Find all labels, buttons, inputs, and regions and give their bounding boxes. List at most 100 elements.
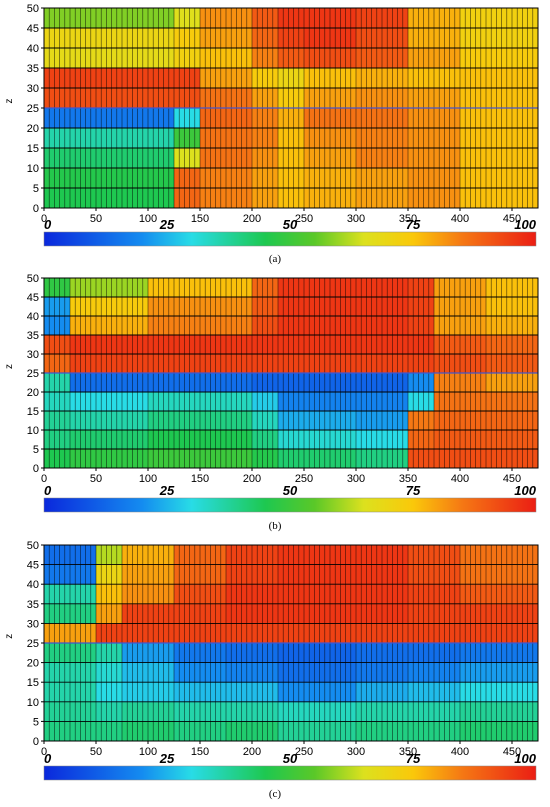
heatmap-cell [278,148,305,169]
y-tick-label: 10 [27,697,39,709]
heatmap-cell [44,430,71,450]
heatmap-cell [96,701,123,722]
heatmap-cell [96,584,123,605]
panel-caption: (c) [269,788,282,800]
y-tick-label: 10 [27,163,39,175]
heatmap-cell [278,335,357,355]
heatmap-cell [174,8,201,29]
heatmap-cell [44,108,175,129]
x-tick-label: 400 [451,746,469,758]
heatmap-cell [408,411,435,431]
heatmap-cell [278,623,357,644]
heatmap-cell [460,701,539,722]
x-tick-label: 350 [399,473,417,485]
x-tick-label: 300 [347,473,365,485]
heatmap-cell [252,28,279,49]
x-tick-label: 450 [503,473,521,485]
heatmap-cell [278,28,305,49]
y-axis-label: z [4,634,15,639]
heatmap-cell [460,545,539,565]
colorbar-tick-label: 25 [159,751,175,766]
heatmap-cell [96,623,123,644]
colorbar-tick-label: 0 [44,751,52,766]
colorbar-tick-label: 0 [44,217,52,232]
heatmap-cell [174,28,201,49]
heatmap-cell [408,392,435,412]
x-tick-label: 0 [41,213,47,225]
x-tick-label: 350 [399,746,417,758]
heatmap-cell [460,108,539,129]
heatmap-cell [44,278,71,298]
heatmap-cell [460,623,539,644]
y-tick-label: 40 [27,311,39,323]
panel-caption: (a) [269,253,282,265]
heatmap-cell [252,8,279,29]
colorbar: 0 25 50 75 100 [43,483,537,513]
heatmap-cell [70,392,149,412]
x-tick-label: 50 [90,473,102,485]
heatmap-cell [174,88,201,109]
heatmap-cell [278,584,357,605]
colorbar-tick-label: 0 [44,483,52,498]
heatmap-cell [96,682,123,703]
colorbar-gradient [43,231,537,247]
heatmap-cell [460,188,539,209]
heatmap-cell [252,88,279,109]
heatmap-cell [252,148,279,169]
heatmap-cell [278,68,305,89]
heatmap-cell [460,148,539,169]
heatmap-cell [460,8,539,29]
y-tick-label: 15 [27,406,39,418]
heatmap-cell [278,682,357,703]
heatmap-cell [460,721,539,742]
heatmap-cell [252,392,279,412]
x-tick-label: 300 [347,746,365,758]
x-tick-label: 50 [90,746,102,758]
heatmap-cell [96,603,123,624]
y-tick-label: 40 [27,43,39,55]
heatmap-cell [44,297,71,317]
x-tick-label: 100 [139,213,157,225]
heatmap-cell [278,701,357,722]
heatmap-cell [70,335,149,355]
x-tick-label: 450 [503,213,521,225]
heatmap-cell [44,411,71,431]
heatmap-cell [44,68,175,89]
heatmap-cell [174,108,201,129]
colorbar-tick-label: 75 [406,751,421,766]
heatmap-cell [278,128,305,149]
heatmap-cell [44,28,175,49]
colorbar-tick-label: 25 [159,217,175,232]
y-tick-label: 30 [27,349,39,361]
heatmap-cell [408,335,435,355]
heatmap-cell [44,8,175,29]
heatmap-cell [460,48,539,69]
x-tick-label: 450 [503,746,521,758]
x-tick-label: 250 [295,473,313,485]
heatmap-cell [278,108,305,129]
heatmap-cell [44,88,175,109]
x-tick-label: 0 [41,473,47,485]
heatmap-cell [70,411,149,431]
heatmap-cell [278,603,357,624]
heatmap-cell [460,603,539,624]
y-tick-label: 20 [27,387,39,399]
heatmap-cell [174,128,201,149]
heatmap-cell [460,168,539,189]
heatmap-cell [44,392,71,412]
y-tick-label: 0 [33,736,39,748]
colorbar: 0 25 50 75 100 [43,751,537,781]
heatmap-cell [460,662,539,683]
heatmap-cell [278,168,305,189]
y-tick-label: 45 [27,23,39,35]
heatmap-cell [408,278,435,298]
heatmap-cell [278,449,357,469]
y-tick-label: 45 [27,292,39,304]
y-tick-label: 25 [27,368,39,380]
heatmap-cell [278,278,357,298]
heatmap-cell [174,188,201,209]
y-axis-label: z [4,364,15,369]
heatmap-cell [278,8,305,29]
heatmap-cell [278,721,357,742]
